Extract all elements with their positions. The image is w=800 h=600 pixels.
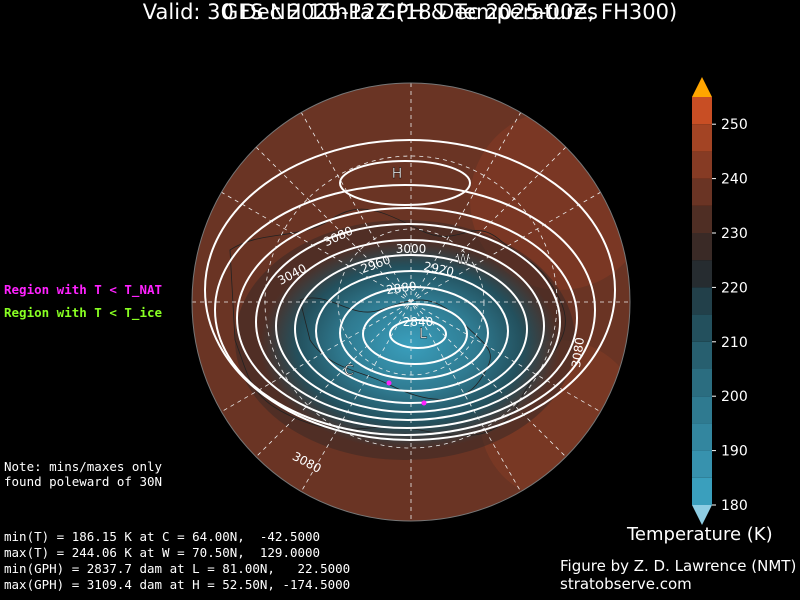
colorbar-bin (692, 423, 712, 451)
latitude-ring (337, 228, 485, 376)
marker-H: H (392, 166, 403, 182)
colorbar-over-arrow (692, 77, 712, 97)
contour-3040 (214, 184, 596, 436)
colorbar-bin (692, 450, 712, 478)
legend-nat: Region with T < T_NAT (4, 282, 163, 297)
map-border (191, 82, 631, 522)
contour-2960 (255, 223, 561, 421)
contour-label: 3000 (396, 242, 427, 256)
contour-high (339, 160, 471, 206)
title-line-1: GFS NH 10hPa GPH & Temperatures (222, 0, 598, 24)
colorbar-tick-label: 200 (721, 389, 748, 405)
contour-2860 (315, 270, 509, 392)
stat-min-gph: min(GPH) = 2837.7 dam at L = 81.00N, 22.… (4, 561, 351, 576)
contour-label: 2920 (422, 259, 455, 279)
contour-label: 3080 (569, 336, 587, 368)
contour-3080 (204, 139, 616, 441)
title-line-2: Valid: 30 Dec 2025-12Z (18 Dec 2025-00Z,… (142, 0, 678, 24)
contour-label: 2840 (403, 315, 434, 329)
colorbar-tick-label: 190 (721, 444, 748, 460)
marker-W: W (456, 252, 470, 268)
colorbar-bin (692, 287, 712, 315)
colorbar-bin (692, 233, 712, 261)
colorbar-bin (692, 396, 712, 424)
colorbar-bin (692, 124, 712, 152)
credit-line-1: Figure by Z. D. Lawrence (NMT) (560, 557, 797, 575)
stat-min-t: min(T) = 186.15 K at C = 64.00N, -42.500… (4, 529, 321, 544)
colorbar-bin (692, 260, 712, 288)
colorbar-bin (692, 205, 712, 233)
colorbar-bin (692, 477, 712, 505)
colorbar-tick-label: 210 (721, 335, 748, 351)
colorbar-bin (692, 178, 712, 206)
colorbar-bin (692, 369, 712, 397)
colorbar-bin (692, 151, 712, 179)
graticule (192, 83, 630, 521)
colorbar-tick-label: 220 (721, 280, 748, 296)
colorbar-label: Temperature (K) (627, 524, 773, 545)
colorbar-tick-label: 240 (721, 172, 748, 188)
colorbar-under-arrow (692, 505, 712, 525)
credit-line-2: stratobserve.com (560, 575, 692, 593)
contour-3000 (236, 207, 578, 429)
coastline (299, 297, 491, 400)
colorbar-tick-label: 180 (721, 498, 748, 514)
colorbar-bin (692, 341, 712, 369)
contour-2920 (275, 239, 545, 413)
contour-inner (389, 319, 447, 349)
nat-region-patch (421, 400, 427, 406)
note-line-2: found poleward of 30N (4, 474, 163, 489)
marker-L: L (419, 326, 427, 342)
marker-C: C (344, 363, 354, 379)
contour-2850 (339, 286, 489, 380)
colorbar-tick-label: 250 (721, 117, 748, 133)
contour-label: 2880 (385, 279, 417, 297)
stat-max-gph: max(GPH) = 3109.4 dam at H = 52.50N, -17… (4, 577, 351, 592)
colorbar-bin (692, 97, 712, 125)
stat-max-t: max(T) = 244.06 K at W = 70.50N, 129.000… (4, 545, 321, 560)
note-line-1: Note: mins/maxes only (4, 459, 163, 474)
nat-region-patch (386, 380, 392, 386)
meridian (220, 191, 602, 413)
legend-ice: Region with T < T_ice (4, 305, 163, 320)
colorbar-tick-label: 230 (721, 226, 748, 242)
colorbar-bin (692, 314, 712, 342)
gph-contours (204, 139, 616, 441)
